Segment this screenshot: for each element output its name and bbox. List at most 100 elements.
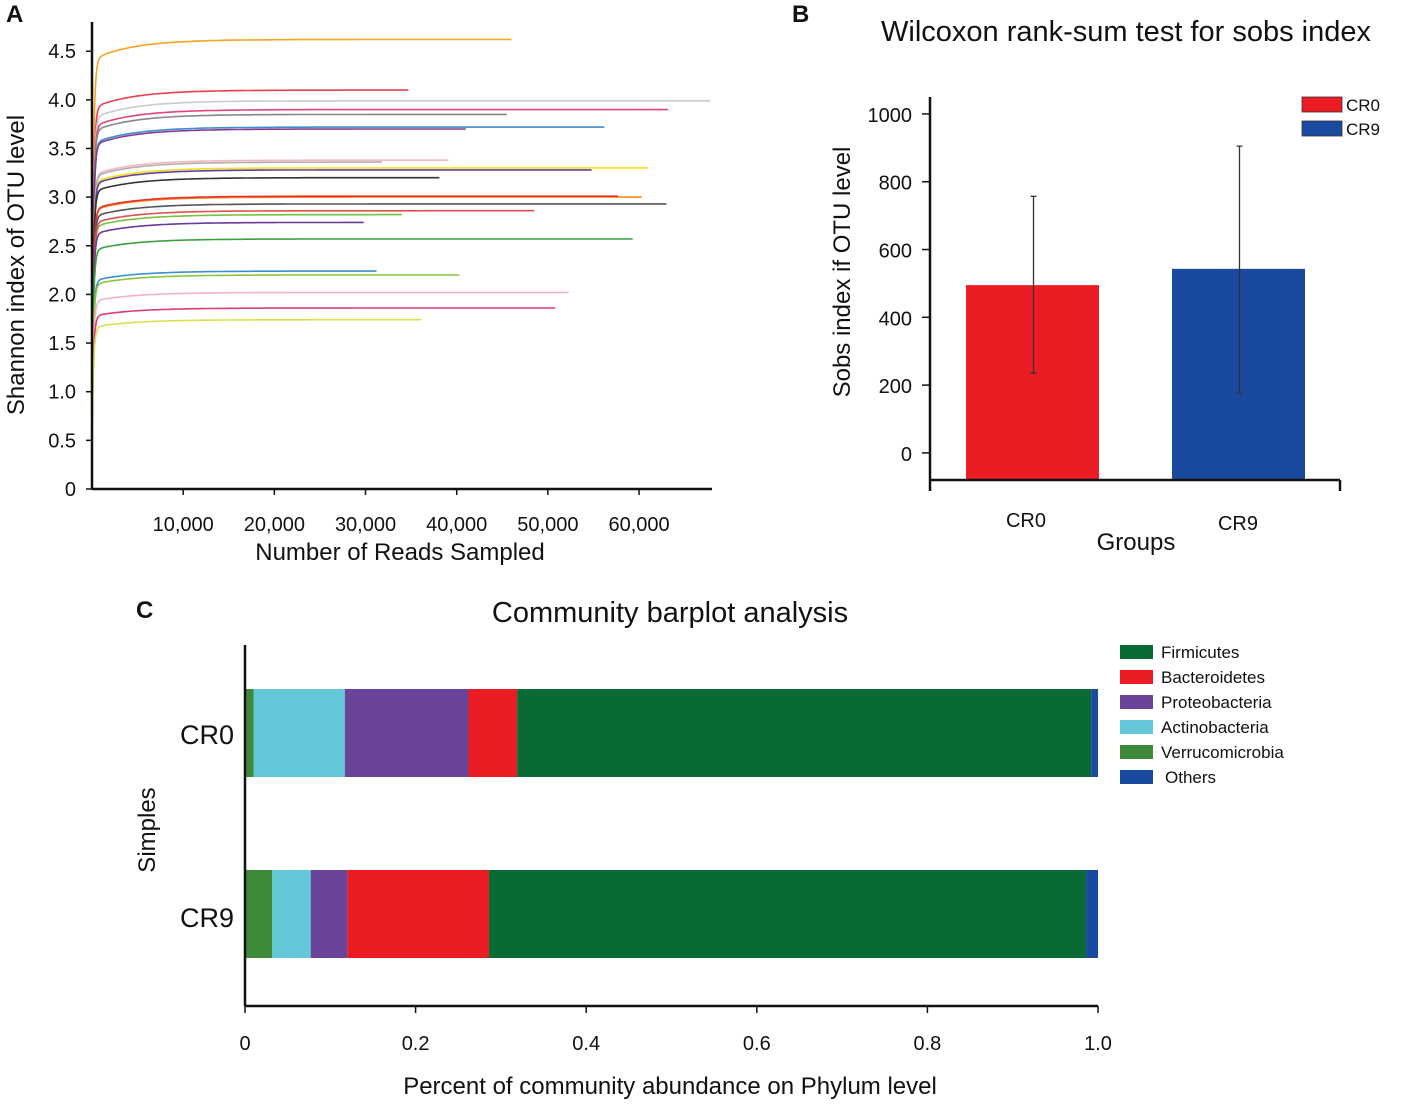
panel-a-x-label: Number of Reads Sampled xyxy=(255,539,544,566)
panel-c-segment-cr9-bacteroidetes xyxy=(347,870,489,958)
panel-c-segment-cr0-others xyxy=(1091,689,1098,777)
panel-c-segment-cr9-proteobacteria xyxy=(310,870,348,958)
panel-a-curve-s19 xyxy=(91,238,633,423)
panel-a-curve-s7 xyxy=(91,128,466,393)
panel-c-category-cr0: CR0 xyxy=(180,720,234,750)
panel-a-curve-s14 xyxy=(91,195,619,411)
panel-a-curve-s3 xyxy=(91,100,711,386)
panel-a-y-tick-label: 2.5 xyxy=(48,236,76,258)
panel-a-x-tick-label: 50,000 xyxy=(517,514,578,536)
panel-a-y-tick-label: 0.5 xyxy=(48,430,76,452)
panel-c-segment-cr0-proteobacteria xyxy=(344,689,469,777)
panel-c-x-tick-label: 1.0 xyxy=(1084,1033,1112,1055)
panel-c-legend-label-actinobacteria: Actinobacteria xyxy=(1161,718,1269,737)
panel-b-y-tick-label: 600 xyxy=(879,241,912,263)
panel-a-curve-s23 xyxy=(91,307,556,441)
panel-a-curve-s18 xyxy=(91,221,364,418)
panel-c-x-tick-label: 0.4 xyxy=(572,1033,600,1055)
panel-b-error-bars xyxy=(1030,145,1243,395)
panel-c-legend-swatch-verrucomicrobia xyxy=(1120,745,1153,759)
panel-c-legend-label-firmicutes: Firmicutes xyxy=(1161,643,1239,662)
panel-c-legend-swatch-actinobacteria xyxy=(1120,720,1153,734)
panel-a-curve-s10 xyxy=(91,167,649,404)
panel-c-legend-swatch-bacteroidetes xyxy=(1120,670,1153,684)
panel-a-y-tick-label: 0 xyxy=(65,479,76,501)
panel-b-y-tick-label: 1000 xyxy=(868,105,913,127)
panel-b-x-label: Groups xyxy=(1097,529,1176,556)
panel-c-x-tick-label: 0.8 xyxy=(913,1033,941,1055)
panel-a-curve-s20 xyxy=(91,270,377,431)
panel-a-lines xyxy=(91,38,711,444)
panel-a-curve-s4 xyxy=(91,108,669,388)
panel-b-legend-label-cr0: CR0 xyxy=(1346,96,1380,115)
panel-b: B Wilcoxon rank-sum test for sobs index … xyxy=(792,1,1380,556)
panel-b-bars xyxy=(966,268,1305,480)
panel-a-y-tick-label: 2.0 xyxy=(48,284,76,306)
panel-a-y-tick-label: 1.0 xyxy=(48,382,76,404)
panel-c-segment-cr0-bacteroidetes xyxy=(468,689,518,777)
panel-a-x-tick-label: 10,000 xyxy=(153,514,214,536)
panel-a-curve-s16 xyxy=(91,213,402,416)
panel-b-category-cr0: CR0 xyxy=(1006,510,1046,532)
panel-a-curve-s24 xyxy=(91,318,422,444)
panel-c-legend-label-bacteroidetes: Bacteroidetes xyxy=(1161,668,1265,687)
panel-b-y-label: Sobs index if OTU level xyxy=(829,147,856,398)
panel-b-y-tick-label: 400 xyxy=(879,308,912,330)
panel-a-y-tick-label: 4.0 xyxy=(48,90,76,112)
panel-c-x-tick-label: 0.6 xyxy=(743,1033,771,1055)
panel-b-legend-swatch-cr0 xyxy=(1301,96,1343,113)
panel-c-bars xyxy=(245,689,1098,958)
panel-c: C Community barplot analysis 0 0.2 0.4 0.6 0… xyxy=(134,597,1284,1100)
panel-a-x-tick-label: 60,000 xyxy=(608,514,669,536)
panel-c-label: C xyxy=(136,597,153,624)
panel-a-label: A xyxy=(6,1,23,28)
panel-c-x-tick-label: 0.2 xyxy=(402,1033,430,1055)
panel-a-x-tick-label: 40,000 xyxy=(426,514,487,536)
panel-a-y-tick-label: 3.5 xyxy=(48,138,76,160)
panel-a-curve-s17 xyxy=(91,209,535,415)
panel-c-title: Community barplot analysis xyxy=(492,597,848,629)
panel-c-legend-swatch-firmicutes xyxy=(1120,645,1153,659)
panel-b-label: B xyxy=(792,1,809,28)
panel-b-y-tick-label: 800 xyxy=(879,173,912,195)
panel-b-y-ticks: 0 200 400 600 800 1000 xyxy=(868,105,930,466)
panel-c-y-label: Simples xyxy=(134,787,161,872)
panel-b-bar-cr9 xyxy=(1172,268,1305,480)
panel-b-legend-label-cr9: CR9 xyxy=(1346,120,1380,139)
panel-c-segment-cr9-others xyxy=(1086,870,1098,958)
panel-a-curve-s1 xyxy=(91,38,512,369)
panel-c-category-cr9: CR9 xyxy=(180,903,234,933)
panel-c-legend-swatch-others xyxy=(1120,770,1153,784)
panel-a-curve-s15 xyxy=(91,203,667,413)
panel-a-curve-s2 xyxy=(91,89,409,383)
panel-c-legend-swatch-proteobacteria xyxy=(1120,695,1153,709)
panel-c-segment-cr0-verrucomicrobia xyxy=(245,689,254,777)
panel-c-legend: Firmicutes Bacteroidetes Proteobacteria Act… xyxy=(1120,643,1284,787)
panel-b-bar-cr0 xyxy=(966,285,1099,480)
panel-a-x-tick-label: 20,000 xyxy=(244,514,305,536)
panel-a-curve-s11 xyxy=(91,169,592,404)
panel-c-legend-label-others: Others xyxy=(1165,768,1216,787)
panel-a-y-label: Shannon index of OTU level xyxy=(3,115,30,415)
panel-b-y-tick-label: 200 xyxy=(879,376,912,398)
panel-a-y-tick-label: 4.5 xyxy=(48,41,76,63)
panel-b-y-tick-label: 0 xyxy=(901,444,912,466)
panel-a-curve-s21 xyxy=(91,274,460,432)
panel-a-curve-s5 xyxy=(91,113,507,389)
panel-a: A 0 0.5 1.0 1.5 2.0 2.5 3.0 3.5 4.0 4.5 10,000 20,… xyxy=(3,1,712,566)
panel-a-curve-s22 xyxy=(91,291,569,437)
panel-a-y-tick-label: 1.5 xyxy=(48,333,76,355)
panel-c-segment-cr9-actinobacteria xyxy=(272,870,311,958)
panel-c-segment-cr0-firmicutes xyxy=(517,689,1092,777)
panel-b-title: Wilcoxon rank-sum test for sobs index xyxy=(881,16,1371,48)
panel-b-legend-swatch-cr9 xyxy=(1301,120,1343,137)
panel-a-y-ticks: 0 0.5 1.0 1.5 2.0 2.5 3.0 3.5 4.0 4.5 xyxy=(48,41,92,501)
panel-c-legend-label-verrucomicrobia: Verrucomicrobia xyxy=(1161,743,1284,762)
panel-a-x-tick-label: 30,000 xyxy=(335,514,396,536)
panel-c-segment-cr9-verrucomicrobia xyxy=(245,870,273,958)
panel-c-segment-cr0-actinobacteria xyxy=(253,689,345,777)
panel-c-x-tick-label: 0 xyxy=(239,1033,250,1055)
panel-c-x-ticks: 0 0.2 0.4 0.6 0.8 1.0 xyxy=(239,1006,1112,1055)
panel-c-legend-label-proteobacteria: Proteobacteria xyxy=(1161,693,1272,712)
